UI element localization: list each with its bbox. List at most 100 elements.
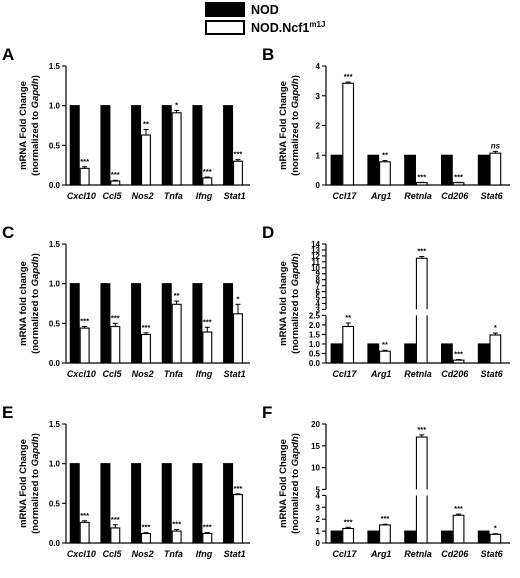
bar-nod: [404, 154, 416, 186]
y-axis-title-line1: mRNA fold change: [278, 261, 289, 346]
y-tick-label: 5: [316, 485, 321, 494]
bar-ncf1: [140, 134, 151, 186]
significance-label: ***: [234, 150, 243, 159]
bar-nod: [131, 463, 142, 544]
y-tick-label: 3: [316, 305, 321, 314]
bar-nod: [192, 463, 203, 544]
y-tick-label: 0.5: [309, 349, 321, 358]
bar-ncf1: [110, 527, 121, 544]
bar-ncf1: [489, 533, 502, 544]
y-tick-label: 11: [312, 258, 321, 267]
significance-label: ***: [111, 170, 120, 179]
significance-label: ***: [417, 172, 426, 181]
bar-nod: [441, 154, 453, 186]
y-axis-title-line2: (normalized to: [290, 286, 301, 354]
bar-ncf1: [452, 359, 465, 364]
bar-nod: [161, 283, 172, 364]
y-tick-label: 2: [316, 122, 321, 131]
y-tick-label: 2.0: [309, 321, 321, 330]
y-tick-label: 1.0: [309, 340, 321, 349]
bar-nod: [477, 154, 490, 186]
significance-label: ***: [203, 317, 212, 326]
bar-ncf1: [79, 167, 90, 186]
y-tick-label: 0.0: [49, 539, 61, 548]
y-tick-label: 3: [316, 503, 321, 512]
y-axis-title: mRNA fold change(normalized to Gapdh): [18, 253, 41, 354]
bar-ncf1: [171, 303, 182, 364]
significance-label: *: [494, 323, 497, 332]
x-tick-label: Ccl5: [102, 369, 122, 379]
y-axis-title-paren: ): [290, 75, 301, 78]
y-tick-label: 10: [311, 264, 320, 273]
bar-ncf1: [202, 177, 213, 186]
bar-ncf1: [232, 160, 243, 186]
bar-nod: [192, 283, 203, 364]
legend-swatch-ncf1: [205, 20, 245, 36]
y-tick-label: 4: [316, 62, 321, 71]
bar-nod: [404, 530, 416, 544]
bar-nod: [100, 105, 111, 186]
y-axis-title-gene: Gapdh: [30, 78, 41, 108]
legend-item-nod: NOD: [205, 2, 279, 17]
x-tick-label: Ccl17: [332, 369, 357, 379]
x-tick-label: Ccl17: [332, 191, 357, 201]
bar-ncf1: [452, 182, 465, 186]
x-tick-label: Stat6: [481, 369, 504, 379]
bar-nod: [367, 343, 380, 364]
x-tick-label: Stat6: [481, 191, 504, 201]
x-tick-label: Ccl17: [332, 549, 357, 559]
y-axis-title-line1: mRNA Fold Change: [18, 439, 29, 528]
x-tick-label: Nos2: [132, 191, 154, 201]
y-tick-label: 0.5: [49, 319, 61, 328]
y-axis-title: mRNA Fold Change(normalized to Gapdh): [278, 75, 301, 176]
significance-label: **: [382, 151, 388, 160]
x-tick-label: Ccl5: [102, 549, 122, 559]
bar-nod: [161, 463, 172, 544]
y-tick-label: 9: [316, 270, 321, 279]
x-tick-label: Cd206: [441, 191, 469, 201]
bar-nod: [404, 343, 416, 364]
y-tick-label: 3: [316, 92, 321, 101]
y-axis-title-gene: Gapdh: [290, 256, 301, 286]
y-tick-label: 1.0: [49, 102, 61, 111]
y-tick-label: 1.5: [49, 420, 61, 429]
x-tick-label: Nos2: [132, 369, 154, 379]
y-axis-title-gene: Gapdh: [30, 256, 41, 286]
significance-label: ***: [203, 167, 212, 176]
x-tick-label: Ccl5: [102, 191, 122, 201]
bar-nod: [367, 530, 380, 544]
significance-label: ***: [111, 313, 120, 322]
bar-nod: [100, 463, 111, 544]
bar-nod: [367, 154, 380, 186]
bar-nod: [131, 105, 142, 186]
bar-ncf1: [379, 161, 391, 186]
y-tick-label: 0.0: [309, 359, 321, 368]
x-tick-label: Ifng: [196, 369, 213, 379]
x-tick-label: Stat6: [481, 549, 504, 559]
x-tick-label: Cd206: [441, 369, 469, 379]
significance-label: ***: [344, 517, 353, 526]
bar-ncf1: [79, 327, 90, 364]
bar-nod: [69, 463, 80, 544]
bar-break-gap: [414, 309, 429, 316]
bar-ncf1: [171, 530, 182, 544]
x-tick-label: Arg1: [370, 549, 392, 559]
y-tick-label: 4: [316, 491, 321, 500]
bar-nod: [477, 343, 490, 364]
y-tick-label: 0: [316, 181, 321, 190]
bar-nod: [477, 530, 490, 544]
bar-nod: [192, 105, 203, 186]
y-axis-title: mRNA Fold Change(normalized to Gapdh): [18, 433, 41, 534]
bar-ncf1: [489, 152, 502, 186]
significance-label: ***: [172, 520, 181, 529]
y-axis-title: mRNA Fold Change(normalized to Gapdh): [278, 433, 301, 534]
bar-ncf1: [232, 494, 243, 544]
x-tick-label: Cd206: [441, 549, 469, 559]
bar-ncf1: [110, 325, 121, 364]
y-axis-title-line2: (normalized to: [30, 466, 41, 534]
